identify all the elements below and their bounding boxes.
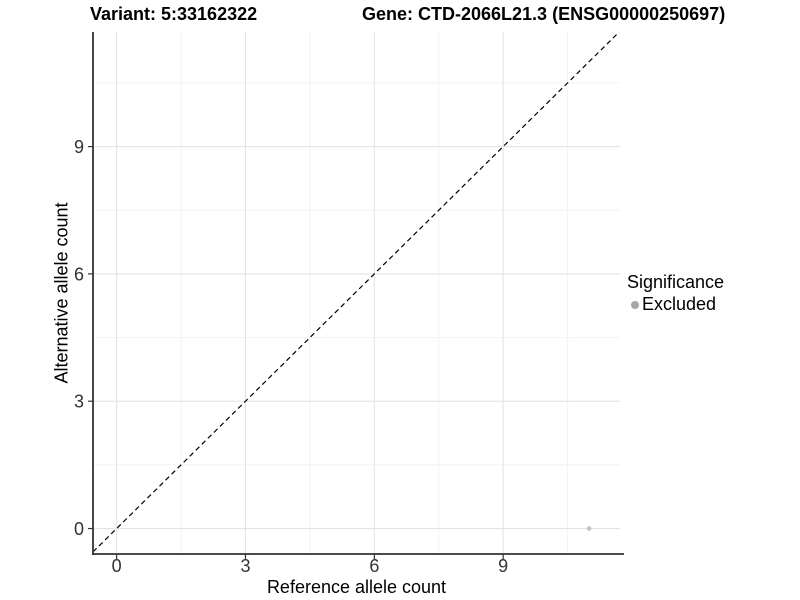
legend: Significance Excluded [627, 273, 724, 315]
legend-title: Significance [627, 272, 725, 292]
legend-item-label: Excluded [642, 294, 717, 314]
x-tick-label: 0 [112, 556, 122, 576]
x-axis-title: Reference allele count [266, 577, 447, 597]
variant-title: Variant: 5:33162322 [90, 4, 258, 24]
y-tick-label: 0 [74, 519, 84, 539]
y-tick-label: 9 [74, 137, 84, 157]
gene-title: Gene: CTD-2066L21.3 (ENSG00000250697) [362, 4, 726, 24]
x-tick-label: 6 [369, 556, 379, 576]
data-point [586, 526, 592, 531]
legend-item-excluded: Excluded [631, 294, 724, 315]
identity-dashed-line [92, 31, 620, 553]
y-tick-label: 3 [74, 392, 84, 412]
y-tick-label: 6 [74, 264, 84, 284]
legend-key-dot [631, 300, 639, 309]
x-tick-label: 3 [240, 556, 250, 576]
y-axis-title: Alternative allele count [51, 202, 72, 384]
x-tick-label: 9 [498, 556, 508, 576]
